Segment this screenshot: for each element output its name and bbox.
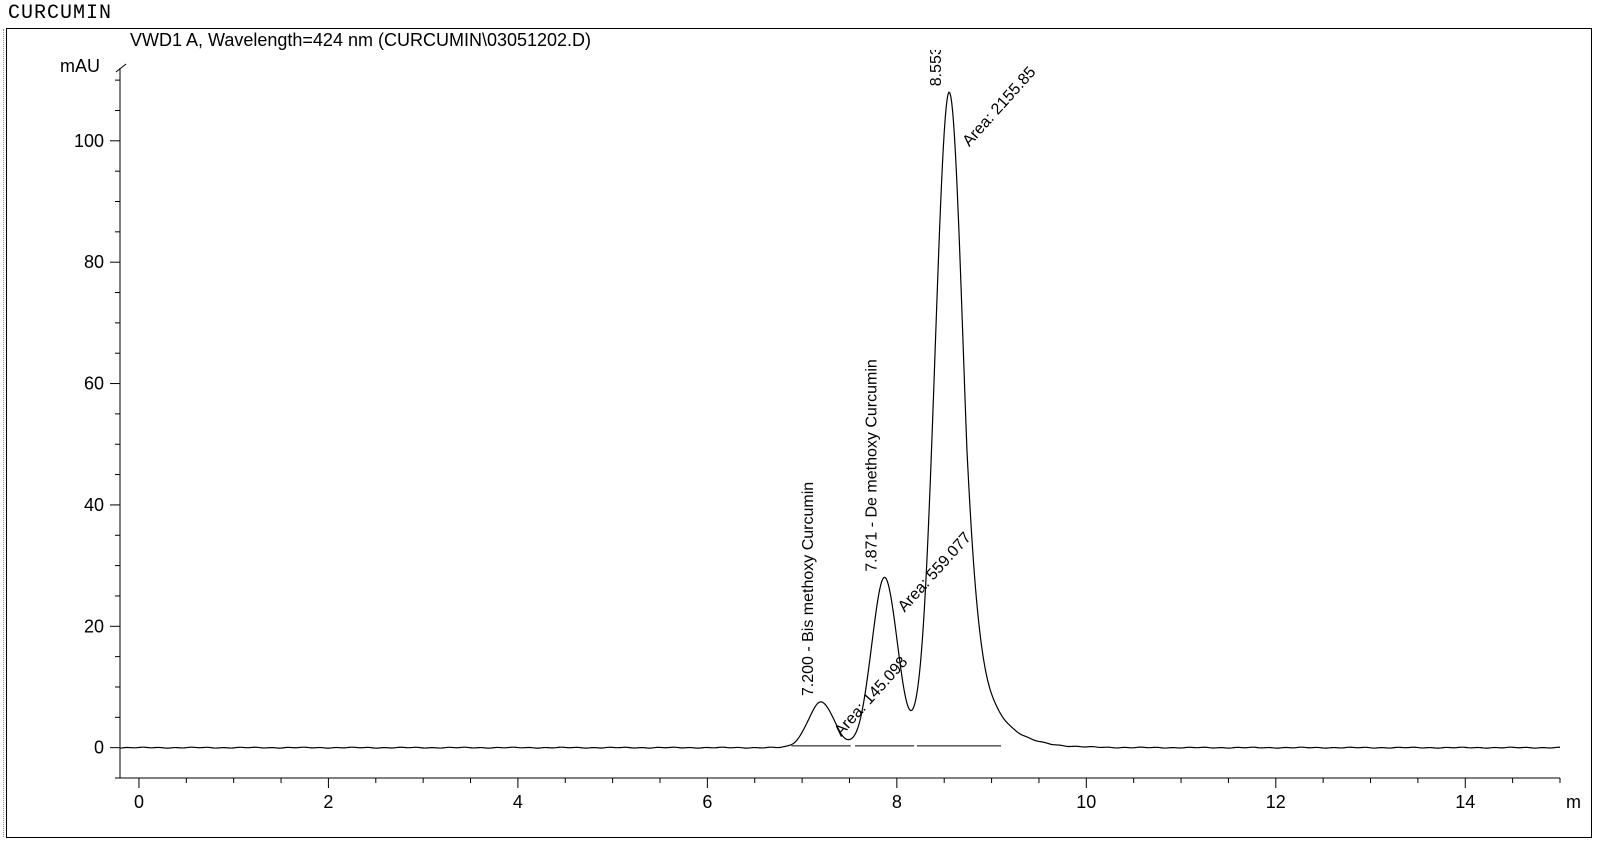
chromatogram-trace	[120, 92, 1560, 748]
y-tick-label: 60	[84, 374, 104, 394]
y-tick-label: 80	[84, 252, 104, 272]
x-tick-label: 10	[1076, 792, 1096, 812]
x-tick-label: 2	[323, 792, 333, 812]
detector-subtitle: VWD1 A, Wavelength=424 nm (CURCUMIN\0305…	[130, 30, 591, 51]
y-tick-label: 100	[74, 131, 104, 151]
page-title: CURCUMIN	[8, 2, 112, 25]
peak-area-label: Area: 559.077	[895, 529, 975, 615]
chromatogram-container: 0 20 40 60 80 100 mAU 0 2 4 6 8 10 12 14 min 7.200 - Bis…	[20, 50, 1580, 830]
peak-rt-name-label: 8.553 - Curcumin	[928, 50, 945, 86]
x-tick-label: 0	[134, 792, 144, 812]
axis-break-mark	[116, 64, 126, 72]
y-tick-label: 40	[84, 495, 104, 515]
peak-area-label: Area: 2155.85	[960, 64, 1040, 150]
x-tick-label: 8	[892, 792, 902, 812]
peak-area-label: Area: 145.098	[831, 654, 911, 740]
x-tick-label: 6	[702, 792, 712, 812]
y-axis-label: mAU	[60, 56, 100, 76]
y-tick-label: 0	[94, 738, 104, 758]
x-axis-label: min	[1566, 792, 1580, 812]
x-tick-label: 14	[1455, 792, 1475, 812]
peak-rt-name-label: 7.200 - Bis methoxy Curcumin	[800, 482, 817, 696]
chromatogram-svg: 0 20 40 60 80 100 mAU 0 2 4 6 8 10 12 14 min 7.200 - Bis…	[20, 50, 1580, 830]
x-tick-label: 4	[513, 792, 523, 812]
x-tick-label: 12	[1266, 792, 1286, 812]
peak-rt-name-label: 7.871 - De methoxy Curcumin	[864, 359, 881, 572]
y-tick-label: 20	[84, 616, 104, 636]
